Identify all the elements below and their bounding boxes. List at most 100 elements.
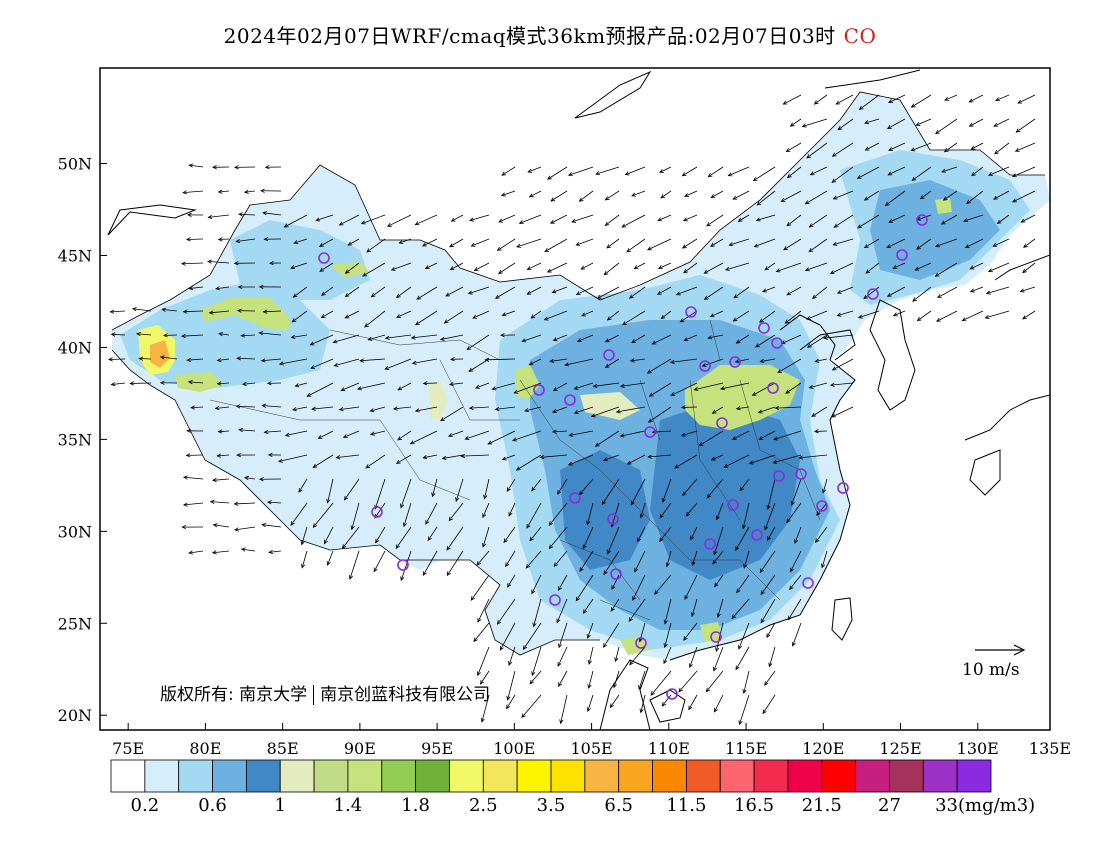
wind-vector (681, 430, 698, 437)
wind-vector (449, 238, 464, 248)
wind-vector-head (710, 456, 716, 461)
wind-vector-head (775, 268, 781, 273)
wind-vector-head (659, 513, 664, 519)
wind-vector (637, 526, 646, 542)
wind-vector (732, 430, 750, 440)
wind-vector (865, 262, 880, 274)
wind-vector (477, 598, 490, 623)
wind-vector-head (395, 459, 401, 464)
wind-vector (864, 238, 880, 248)
wind-vector-head (782, 100, 788, 105)
wind-vector-head (646, 369, 652, 374)
wind-vector (259, 332, 282, 336)
wind-vector-head (629, 660, 634, 666)
wind-vector-head (815, 538, 820, 543)
wind-vector (810, 166, 828, 176)
wind-vector-head (665, 562, 670, 568)
wind-vector (290, 502, 308, 526)
wind-vector (886, 238, 906, 249)
wind-vector-head (592, 383, 598, 389)
colorbar-cell (685, 759, 721, 793)
wind-vector-head (181, 524, 187, 530)
wind-vector (729, 238, 750, 246)
wind-vector-head (264, 165, 270, 170)
wind-vector-head (707, 173, 713, 178)
wind-vector-head (449, 266, 455, 271)
wind-vector-head (919, 194, 925, 200)
wind-vector-head (291, 318, 297, 323)
wind-vector (423, 454, 438, 459)
wind-vector-head (647, 418, 653, 423)
wind-vector-head (508, 511, 513, 517)
wind-vector-head (772, 459, 778, 464)
wind-vector (183, 502, 204, 506)
wind-vector (758, 406, 776, 414)
wind-vector (710, 190, 724, 198)
reference-vector-label: 10 m/s (962, 660, 1020, 680)
wind-vector (759, 550, 776, 573)
wind-vector-head (762, 709, 767, 715)
wind-vector-head (482, 543, 487, 548)
wind-vector-head (477, 617, 482, 623)
wind-vector-head (375, 538, 380, 544)
wind-vector-head (764, 266, 770, 271)
wind-vector (465, 430, 490, 440)
wind-vector-head (494, 406, 500, 412)
wind-vector (209, 310, 230, 314)
wind-vector-head (496, 620, 502, 625)
wind-vector (440, 334, 464, 340)
wind-vector-head (207, 214, 213, 220)
wind-vector-head (647, 246, 652, 251)
wind-vector (920, 190, 932, 200)
wind-vector-head (755, 217, 761, 222)
wind-vector (887, 118, 906, 129)
wind-vector-head (968, 122, 974, 127)
wind-vector (785, 382, 802, 394)
wind-vector (506, 694, 516, 709)
wind-vector (278, 454, 308, 462)
map-content (112, 92, 1050, 660)
wind-vector-head (347, 241, 353, 246)
wind-vector (678, 670, 698, 692)
wind-vector (571, 214, 594, 223)
wind-vector-head (564, 362, 570, 367)
wind-vector (397, 382, 412, 391)
wind-vector-head (706, 222, 711, 227)
wind-vector-head (521, 338, 527, 343)
wind-vector (659, 502, 672, 519)
wind-vector-head (344, 292, 350, 298)
wind-vector-head (786, 221, 792, 227)
wind-vector-head (831, 366, 837, 371)
wind-vector (540, 454, 568, 458)
wind-vector-head (531, 589, 536, 595)
wind-vector-head (813, 100, 819, 105)
wind-vector (556, 598, 568, 623)
wind-vector-head (390, 266, 396, 271)
wind-vector-head (916, 316, 922, 322)
wind-vector (574, 406, 594, 414)
wind-vector-head (491, 386, 497, 391)
wind-vector (385, 358, 412, 370)
wind-vector-head (293, 240, 299, 245)
wind-vector (544, 238, 568, 252)
wind-vector-head (587, 660, 592, 665)
wind-vector-head (764, 525, 769, 531)
wind-vector-head (306, 392, 312, 397)
wind-vector (790, 118, 802, 127)
wind-vector (239, 429, 256, 432)
wind-vector (514, 382, 542, 394)
wind-vector-head (553, 562, 559, 568)
wind-vector-head (715, 647, 720, 653)
wind-vector-head (370, 293, 376, 298)
wind-vector-head (669, 359, 675, 365)
wind-vector (368, 334, 386, 341)
wind-vector-head (630, 500, 635, 506)
wind-vector (816, 502, 828, 516)
wind-vector (321, 286, 334, 296)
wind-vector (189, 286, 204, 289)
lon-tick-label: 75E (112, 739, 144, 758)
wind-vector (994, 142, 1010, 155)
wind-vector (482, 502, 490, 518)
wind-vector (498, 262, 516, 274)
wind-vector-head (808, 248, 814, 253)
